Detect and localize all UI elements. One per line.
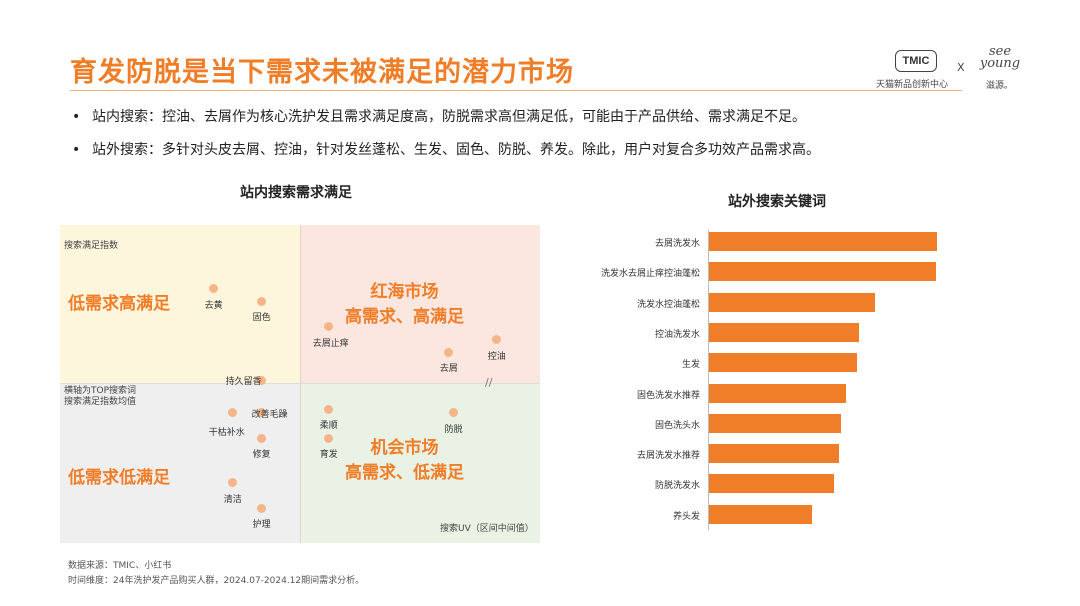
quadrant-label-top-left: 低需求高满足 <box>68 294 170 314</box>
scatter-point <box>209 284 219 294</box>
quadrant-label-bottom-left: 低需求低满足 <box>68 468 170 488</box>
bullet-item: • 站内搜索：控油、去屑作为核心洗护发且需求满足度高，防脱需求高但满足低，可能由于… <box>72 107 820 140</box>
scatter-point-label: 修复 <box>252 450 271 461</box>
tmic-logo: TMIC <box>895 50 937 72</box>
scatter-point <box>257 376 267 386</box>
scatter-point <box>449 408 459 418</box>
quadrant-bottom-right <box>300 383 540 543</box>
title-divider <box>70 90 962 91</box>
scatter-point-label: 去屑 <box>439 364 458 375</box>
logo-separator: X <box>957 61 965 74</box>
axis-note: 横轴为TOP搜索词 搜索满足指数均值 <box>64 386 137 407</box>
bullet-text: 站内搜索：控油、去屑作为核心洗护发且需求满足度高，防脱需求高但满足低，可能由于产… <box>92 109 806 125</box>
scatter-point <box>324 433 334 443</box>
bar-category-label: 生发 <box>681 360 700 371</box>
scatter-point-label: 防脱 <box>444 424 463 435</box>
scatter-point-label: 改善毛躁 <box>251 409 288 420</box>
scatter-point <box>324 322 334 332</box>
seeyoung-logo: see young <box>979 44 1021 71</box>
bar <box>709 444 839 464</box>
quadrant-label-top-right: 红海市场 高需求、高满足 <box>345 282 464 327</box>
bar <box>709 413 842 433</box>
bar <box>709 262 936 282</box>
scatter-point-label: 去屑止痒 <box>312 338 349 349</box>
bar <box>709 322 860 342</box>
scatter-point-label: 持久留香 <box>225 376 262 387</box>
bar <box>709 474 835 494</box>
data-source: 数据来源：TMIC、小红书 <box>68 561 172 571</box>
bar-chart-title: 站外搜索关键词 <box>728 194 826 210</box>
scatter-point <box>492 334 502 344</box>
seeyoung-logo-subtitle: 滋源。 <box>986 81 1014 91</box>
bar-axis <box>708 230 709 530</box>
scatter-point <box>228 408 238 418</box>
horizontal-bar-chart: 去屑洗发水洗发水去屑止痒控油蓬松洗发水控油蓬松控油洗发水生发固色洗发水推荐固色洗… <box>530 228 950 533</box>
bar <box>709 353 858 373</box>
scatter-point <box>257 433 267 443</box>
scatter-point-label: 育发 <box>319 450 338 461</box>
scatter-point-label: 去黄 <box>204 300 223 311</box>
bar-category-label: 固色洗发水推荐 <box>636 390 700 401</box>
axis-break-marker: // <box>485 376 493 389</box>
scatter-chart-title: 站内搜索需求满足 <box>240 185 352 201</box>
scatter-point-label: 护理 <box>252 520 271 531</box>
scatter-point-label: 固色 <box>252 313 271 324</box>
bar-category-label: 洗发水控油蓬松 <box>636 299 700 310</box>
bullet-marker: • <box>72 109 81 125</box>
bar-category-label: 控油洗发水 <box>654 329 700 340</box>
scatter-point-label: 柔顺 <box>319 421 338 432</box>
tmic-logo-subtitle: 天猫新品创新中心 <box>876 80 949 90</box>
bar <box>709 504 812 524</box>
scatter-point <box>257 296 267 306</box>
quadrant-scatter-chart: 搜索满足指数 横轴为TOP搜索词 搜索满足指数均值 搜索UV（区间中间值） //… <box>60 225 540 543</box>
x-axis-label: 搜索UV（区间中间值） <box>440 524 534 534</box>
scatter-point <box>228 478 238 488</box>
bar <box>709 232 937 251</box>
bar-category-label: 养头发 <box>672 511 700 522</box>
bar-category-label: 去屑洗发水推荐 <box>636 451 700 462</box>
scatter-point-label: 控油 <box>487 352 506 363</box>
summary-bullets: • 站内搜索：控油、去屑作为核心洗护发且需求满足度高，防脱需求高但满足低，可能由于… <box>72 107 820 173</box>
bar-category-label: 防脱洗发水 <box>654 481 700 492</box>
scatter-point <box>257 408 267 418</box>
bar-category-label: 洗发水去屑止痒控油蓬松 <box>600 269 700 280</box>
scatter-point <box>257 503 267 513</box>
bar-category-label: 固色洗头水 <box>654 420 700 431</box>
scatter-point-label: 清洁 <box>223 494 242 505</box>
bar <box>709 383 846 403</box>
page-title: 育发防脱是当下需求未被满足的潜力市场 <box>70 57 574 88</box>
bullet-item: • 站外搜索：多针对头皮去屑、控油，针对发丝蓬松、生发、固色、防脱、养发。除此，用… <box>72 140 820 173</box>
quadrant-label-bottom-right: 机会市场 高需求、低满足 <box>345 438 464 483</box>
quadrant-top-right <box>300 225 540 383</box>
bullet-text: 站外搜索：多针对头皮去屑、控油，针对发丝蓬松、生发、固色、防脱、养发。除此，用户… <box>92 142 820 158</box>
bar-category-label: 去屑洗发水 <box>654 239 700 249</box>
data-period: 时间维度：24年洗护发产品购买人群，2024.07-2024.12期间需求分析。 <box>68 576 365 586</box>
y-axis-label: 搜索满足指数 <box>64 241 119 251</box>
scatter-point <box>324 404 334 414</box>
bullet-marker: • <box>72 142 81 158</box>
horizontal-divider <box>60 383 540 384</box>
vertical-divider <box>300 225 301 543</box>
bar <box>709 292 876 312</box>
scatter-point-label: 干枯补水 <box>208 427 245 438</box>
scatter-point <box>444 347 454 357</box>
